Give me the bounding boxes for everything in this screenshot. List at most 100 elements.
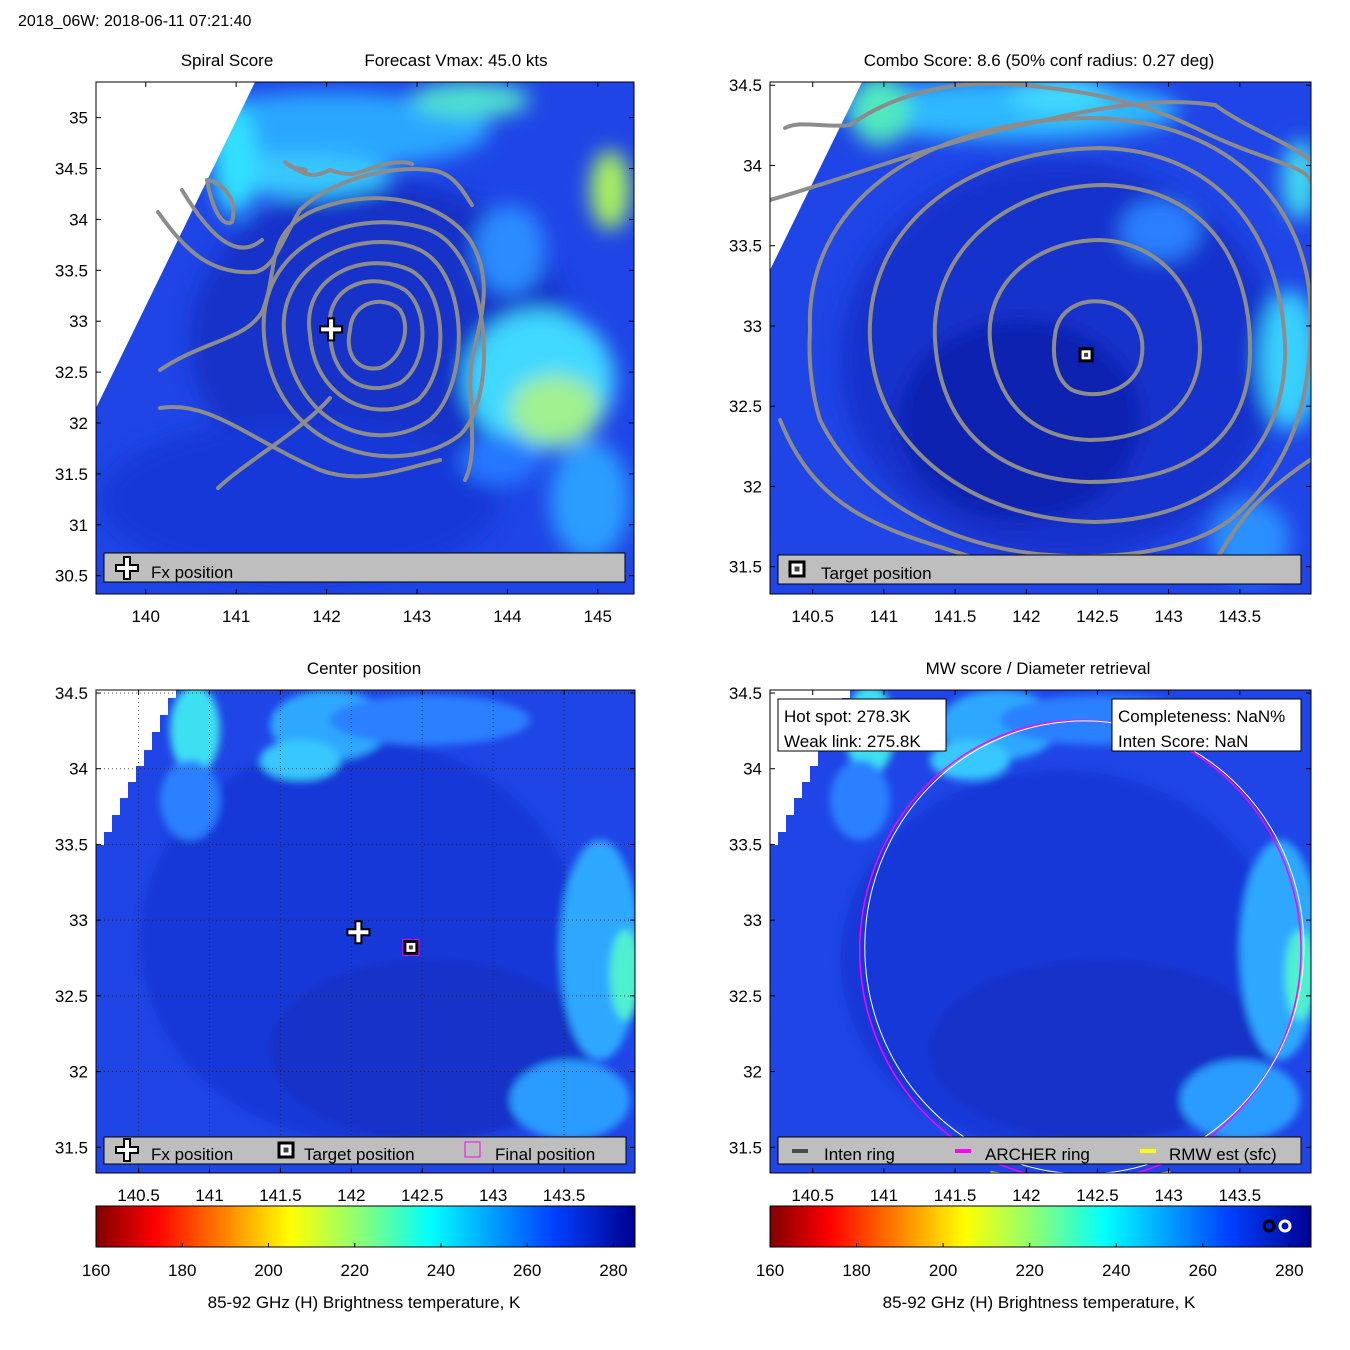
combo-score-title: Combo Score: 8.6 (50% conf radius: 0.27 …	[864, 51, 1215, 70]
x-tick-label: 142	[312, 607, 340, 626]
center-axis-ticks: 140.5 141 141.5 142 142.5 143 143.5 31.5 32 32.5 3…	[55, 684, 635, 1205]
y-tick-label: 32.5	[55, 363, 88, 382]
y-tick-label: 33.5	[729, 835, 762, 854]
colorbar-tick-label: 180	[168, 1261, 196, 1280]
y-tick-label: 34	[743, 760, 762, 779]
x-tick-label: 142.5	[1076, 607, 1119, 626]
y-tick-label: 30.5	[55, 567, 88, 586]
colorbar-tick-label: 240	[427, 1261, 455, 1280]
y-tick-label: 34	[69, 210, 88, 229]
y-tick-label: 32.5	[729, 397, 762, 416]
target-position-legend-label: Target position	[304, 1145, 415, 1164]
y-tick-label: 33	[743, 317, 762, 336]
colorbar-left-ticks: 160 180 200 220 240 260 280	[82, 1243, 628, 1280]
center-fx-marker	[346, 920, 371, 945]
colorbar-tick-label: 220	[1015, 1261, 1043, 1280]
colorbar-right: 160 180 200 220 240 260 280 85-92 GHz (H) Brig…	[756, 1205, 1312, 1312]
colorbar-tick-label: 280	[599, 1261, 627, 1280]
y-tick-label: 33.5	[729, 237, 762, 256]
mw-rings	[859, 719, 1305, 1173]
x-tick-label: 143	[1154, 607, 1182, 626]
mw-score-title: MW score / Diameter retrieval	[926, 659, 1151, 678]
x-tick-label: 140	[132, 607, 160, 626]
x-tick-label: 143.5	[1219, 1186, 1262, 1205]
y-tick-label: 32	[69, 1063, 88, 1082]
spiral-legend: Fx position	[103, 552, 626, 583]
spiral-score-panel: Spiral Score Forecast Vmax: 45.0 kts	[55, 51, 635, 626]
x-tick-label: 144	[493, 607, 521, 626]
x-tick-label: 142	[1012, 607, 1040, 626]
colorbar-tick-label: 200	[254, 1261, 282, 1280]
hot-spot-text: Hot spot: 278.3K	[784, 707, 911, 726]
x-tick-label: 143.5	[1219, 607, 1262, 626]
target-position-marker-core	[408, 945, 413, 950]
combo-heatmap	[770, 82, 1311, 594]
colorbar-tick-label: 180	[842, 1261, 870, 1280]
y-tick-label: 33.5	[55, 835, 88, 854]
colorbar-left-label: 85-92 GHz (H) Brightness temperature, K	[208, 1293, 521, 1312]
combo-score-panel: Combo Score: 8.6 (50% conf radius: 0.27 …	[729, 51, 1312, 626]
x-tick-label: 142	[337, 1186, 365, 1205]
x-tick-label: 141.5	[259, 1186, 302, 1205]
archer-ring-legend-label: ARCHER ring	[985, 1145, 1090, 1164]
center-gridlines	[96, 690, 635, 1173]
colorbar-tick-label: 280	[1275, 1261, 1303, 1280]
target-position-legend-label: Target position	[821, 564, 932, 583]
final-position-legend-label: Final position	[495, 1145, 595, 1164]
x-tick-label: 142.5	[1076, 1186, 1119, 1205]
rmw-ring-legend-label: RMW est (sfc)	[1169, 1145, 1277, 1164]
colorbar-tick-label: 200	[929, 1261, 957, 1280]
spiral-contours	[156, 160, 486, 490]
weak-link-marker	[1262, 1219, 1276, 1233]
mw-axis-ticks: 140.5 141 141.5 142 142.5 143 143.5 31.5 32 32.5 3…	[729, 684, 1311, 1205]
y-tick-label: 32.5	[55, 987, 88, 1006]
final-position-marker	[402, 938, 420, 956]
x-tick-label: 141	[870, 1186, 898, 1205]
inten-ring-legend-label: Inten ring	[824, 1145, 895, 1164]
colorbar-tick-label: 260	[513, 1261, 541, 1280]
y-tick-label: 31.5	[55, 465, 88, 484]
fx-position-legend-icon	[115, 556, 139, 580]
combo-target-marker	[1078, 347, 1094, 363]
fx-position-marker	[319, 317, 344, 342]
y-tick-label: 35	[69, 109, 88, 128]
y-tick-label: 34.5	[55, 684, 88, 703]
y-tick-label: 32	[743, 477, 762, 496]
spiral-fx-marker	[319, 317, 344, 342]
final-position-legend-icon	[464, 1141, 481, 1158]
x-tick-label: 143	[403, 607, 431, 626]
hot-spot-box: Hot spot: 278.3K Weak link: 275.8K	[777, 698, 947, 752]
target-position-marker-core	[1084, 352, 1089, 357]
y-tick-label: 32.5	[729, 987, 762, 1006]
x-tick-label: 141	[870, 607, 898, 626]
completeness-box: Completeness: NaN% Inten Score: NaN	[1111, 698, 1302, 752]
target-position-legend-icon	[788, 560, 806, 578]
x-tick-label: 140.5	[117, 1186, 160, 1205]
center-position-panel: Center position 14	[55, 659, 636, 1205]
fx-position-legend-icon	[115, 1138, 139, 1162]
inten-score-text: Inten Score: NaN	[1118, 732, 1248, 751]
target-position-legend-icon	[277, 1141, 295, 1159]
x-tick-label: 142.5	[401, 1186, 444, 1205]
y-tick-label: 34.5	[55, 160, 88, 179]
y-tick-label: 33.5	[55, 261, 88, 280]
colorbar-right-markers	[1262, 1219, 1292, 1233]
y-tick-label: 33	[69, 911, 88, 930]
y-tick-label: 34.5	[729, 684, 762, 703]
spiral-heatmap	[96, 82, 634, 594]
x-tick-label: 143	[479, 1186, 507, 1205]
combo-legend: Target position	[777, 554, 1302, 585]
colorbar-right-ticks: 160 180 200 220 240 260 280	[756, 1243, 1304, 1280]
center-target-marker	[402, 938, 420, 956]
mw-score-panel: MW score / Diameter retrieval	[729, 659, 1312, 1205]
y-tick-label: 31.5	[729, 1138, 762, 1157]
colorbar-tick-label: 260	[1189, 1261, 1217, 1280]
colorbar-tick-label: 160	[756, 1261, 784, 1280]
x-tick-label: 141	[222, 607, 250, 626]
colorbar-tick-label: 160	[82, 1261, 110, 1280]
inten-ring	[864, 720, 1305, 1173]
y-tick-label: 33	[69, 312, 88, 331]
fx-position-legend-label: Fx position	[151, 563, 233, 582]
y-tick-label: 34.5	[729, 76, 762, 95]
